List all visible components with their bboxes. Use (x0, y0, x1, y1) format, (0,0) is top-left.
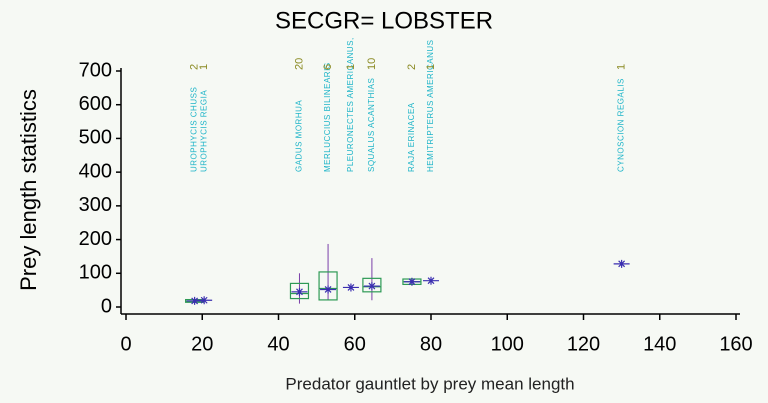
x-tick-label: 140 (643, 333, 676, 355)
chart-title: SECGR= LOBSTER (275, 7, 493, 34)
y-axis-label: Prey length statistics (16, 89, 41, 291)
count-label: 2 (189, 64, 201, 70)
count-label: 20 (293, 58, 305, 70)
predator-label: RAJA ERINACEA (407, 102, 416, 172)
predator-label: UROPHYCIS REGIA (199, 90, 208, 172)
x-tick-label: 120 (567, 333, 600, 355)
box (362, 277, 382, 293)
x-axis-label: Predator gauntlet by prey mean length (285, 374, 574, 393)
count-label: 1 (345, 64, 357, 70)
y-tick-label: 500 (79, 127, 112, 149)
x-tick-label: 100 (491, 333, 524, 355)
box (318, 271, 338, 301)
y-tick-label: 0 (101, 295, 112, 317)
y-tick-label: 300 (79, 194, 112, 216)
mean-marker (291, 287, 308, 296)
count-label: 6 (322, 64, 334, 70)
predator-label: PLEURONECTES AMERICANUS, (346, 37, 355, 172)
box (289, 282, 310, 300)
predator-label: UROPHYCIS CHUSS (190, 87, 199, 172)
x-tick-label: 160 (719, 333, 752, 355)
count-label: 1 (425, 64, 437, 70)
count-label: 2 (406, 64, 418, 70)
y-tick-label: 700 (79, 59, 112, 81)
x-tick-label: 80 (420, 333, 442, 355)
mean-marker (196, 296, 213, 305)
predator-label: MERLUCCIUS BILINEARIS (323, 62, 332, 172)
x-tick-label: 60 (344, 333, 366, 355)
count-label: 1 (616, 64, 628, 70)
mean-marker (423, 276, 439, 285)
x-tick-label: 40 (267, 333, 289, 355)
predator-label: SQUALUS ACANTHIAS (367, 78, 376, 172)
y-tick-label: 100 (79, 262, 112, 284)
y-tick-label: 600 (79, 93, 112, 115)
y-tick-label: 400 (79, 160, 112, 182)
predator-label: HEMITRIPTERUS AMERICANUS (426, 40, 435, 172)
mean-marker (403, 277, 420, 286)
y-tick-label: 200 (79, 228, 112, 250)
mean-marker (342, 283, 359, 292)
mean-marker (320, 285, 337, 294)
x-tick-label: 20 (191, 333, 213, 355)
predator-label: GADUS MORHUA (295, 100, 304, 172)
count-label: 10 (366, 58, 378, 70)
mean-marker (363, 282, 380, 291)
count-label: 1 (198, 64, 210, 70)
mean-marker (613, 259, 630, 268)
mean-marker (186, 296, 203, 305)
predator-label: CYNOSCION REGALIS (617, 78, 626, 172)
x-tick-label: 0 (120, 333, 131, 355)
